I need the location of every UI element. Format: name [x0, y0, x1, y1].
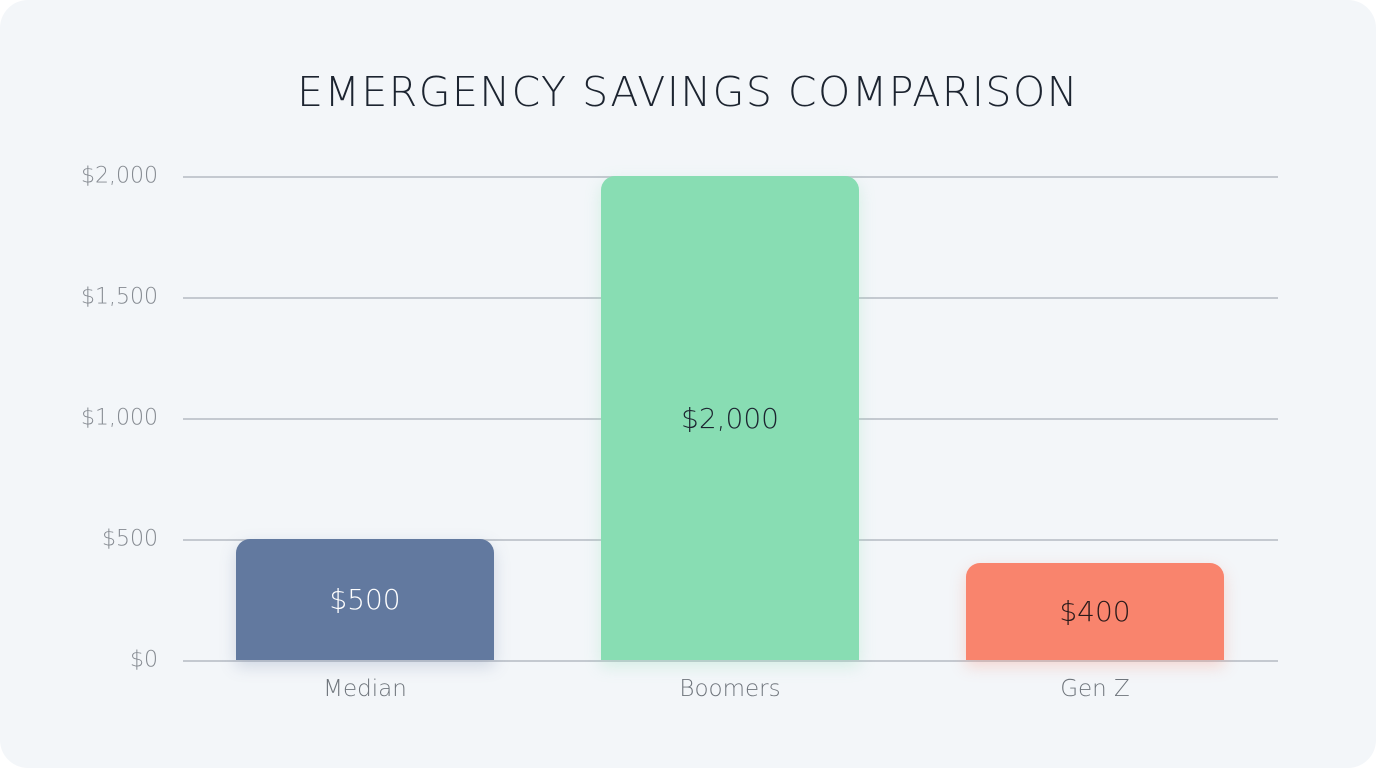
bar-value-label: $500 [329, 583, 401, 616]
y-tick-label: $0 [130, 647, 158, 673]
x-tick-label-median: Median [323, 676, 407, 702]
x-tick-label-gen-z: Gen Z [1060, 676, 1130, 702]
bar-gen-z: $400 [966, 563, 1224, 660]
y-tick-label: $1,000 [81, 405, 158, 431]
bar-value-label: $400 [1059, 595, 1131, 629]
bar-median: $500 [236, 539, 494, 660]
bar-value-label: $2,000 [681, 401, 779, 435]
bar-boomers: $2,000 [601, 176, 859, 660]
plot-area: $500 $2,000 $400 [183, 176, 1278, 662]
gridline-0 [183, 660, 1278, 662]
x-tick-label-boomers: Boomers [679, 676, 781, 702]
y-tick-label: $1,500 [81, 284, 158, 310]
y-tick-label: $500 [102, 526, 158, 552]
y-tick-label: $2,000 [81, 163, 158, 189]
chart-title: EMERGENCY SAVINGS COMPARISON [297, 68, 1079, 116]
